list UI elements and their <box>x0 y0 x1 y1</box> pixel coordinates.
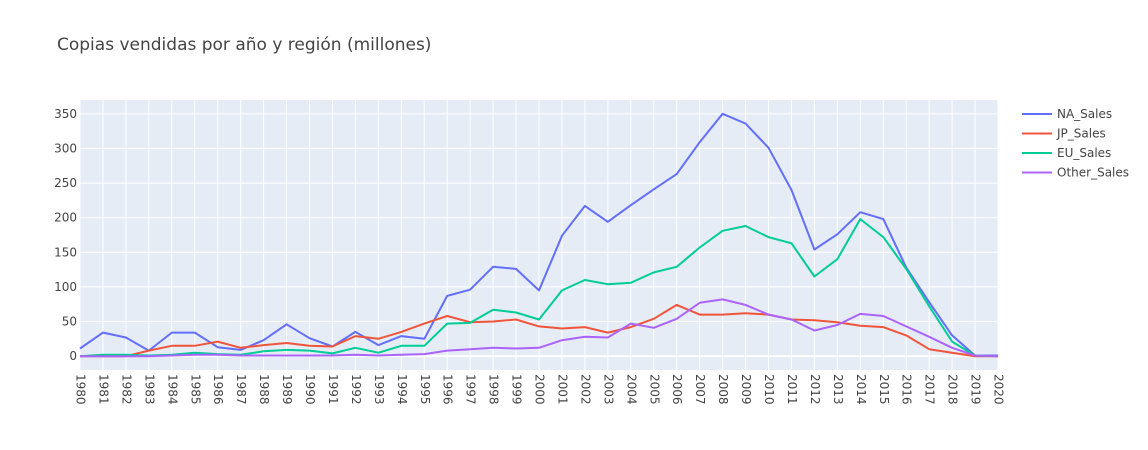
x-tick-label: 2001 <box>555 374 569 405</box>
x-tick-label: 1994 <box>395 374 409 405</box>
y-tick-label: 250 <box>54 176 77 190</box>
x-tick-label: 2008 <box>716 374 730 405</box>
x-tick-label: 1990 <box>303 374 317 405</box>
x-tick-label: 2013 <box>831 374 845 405</box>
x-tick-label: 1987 <box>234 374 248 405</box>
x-tick-label: 2000 <box>533 374 547 405</box>
series-line-na-sales <box>79 112 998 357</box>
y-axis-ticks: 0 50 100 150 200 250 300 350 <box>54 107 77 363</box>
series-line-jp-sales <box>80 303 998 358</box>
x-tick-label: 1989 <box>280 374 294 405</box>
chart-title: Copias vendidas por año y región (millon… <box>57 35 431 55</box>
x-tick-label: 1984 <box>165 374 179 405</box>
x-tick-label: 1985 <box>188 374 202 405</box>
y-tick-label: 300 <box>54 141 77 155</box>
x-tick-label: 2002 <box>578 374 592 405</box>
legend-item-na-sales[interactable]: NA_Sales <box>1022 107 1112 121</box>
x-tick-label: 2012 <box>808 374 822 405</box>
x-tick-label: 2011 <box>785 374 799 405</box>
legend-label: NA_Sales <box>1057 107 1112 121</box>
x-tick-label: 1993 <box>372 374 386 405</box>
x-axis-ticks: 1980 1981 1982 1983 1984 1985 1986 1987 1988 1989… <box>74 374 1006 405</box>
x-tick-label: 2014 <box>854 374 868 405</box>
legend-item-jp-sales[interactable]: JP_Sales <box>1022 127 1106 141</box>
x-tick-label: 1981 <box>96 374 110 405</box>
x-tick-label: 1998 <box>487 374 501 405</box>
x-tick-label: 1997 <box>464 374 478 405</box>
legend-label: EU_Sales <box>1057 146 1111 160</box>
legend-label: Other_Sales <box>1057 166 1129 180</box>
legend-item-other-sales[interactable]: Other_Sales <box>1022 166 1129 180</box>
x-tick-label: 2007 <box>693 374 707 405</box>
x-tick-label: 1986 <box>211 374 225 405</box>
x-tick-label: 1980 <box>74 374 88 405</box>
legend-label: JP_Sales <box>1056 127 1106 141</box>
legend-item-eu-sales[interactable]: EU_Sales <box>1022 146 1111 160</box>
x-tick-label: 2019 <box>969 374 983 405</box>
x-tick-label: 1983 <box>142 374 156 405</box>
x-tick-label: 1988 <box>257 374 271 405</box>
series-lines <box>79 112 999 358</box>
y-tick-label: 100 <box>54 280 77 294</box>
x-tick-label: 2020 <box>992 374 1006 405</box>
x-tick-label: 2015 <box>877 374 891 405</box>
x-tick-label: 2017 <box>923 374 937 405</box>
x-tick-label: 1996 <box>441 374 455 405</box>
x-tick-label: 2005 <box>647 374 661 405</box>
y-tick-label: 350 <box>54 107 77 121</box>
x-tick-label: 1982 <box>119 374 133 405</box>
series-line-other-sales <box>80 298 999 358</box>
x-tick-label: 1995 <box>418 374 432 405</box>
x-tick-label: 1992 <box>349 374 363 405</box>
x-tick-label: 2004 <box>624 374 638 405</box>
x-tick-label: 2009 <box>739 374 753 405</box>
y-tick-label: 50 <box>62 315 77 329</box>
gridlines <box>79 100 999 370</box>
y-tick-label: 0 <box>69 349 77 363</box>
x-tick-label: 1999 <box>510 374 524 405</box>
x-tick-label: 2010 <box>762 374 776 405</box>
y-tick-label: 200 <box>54 211 77 225</box>
legend[interactable]: NA_Sales JP_Sales EU_Sales Other_Sales <box>1022 107 1129 180</box>
x-tick-label: 2018 <box>946 374 960 405</box>
y-tick-label: 150 <box>54 245 77 259</box>
x-tick-label: 2006 <box>670 374 684 405</box>
x-tick-label: 2003 <box>601 374 615 405</box>
x-tick-label: 2016 <box>900 374 914 405</box>
x-tick-label: 1991 <box>326 374 340 405</box>
